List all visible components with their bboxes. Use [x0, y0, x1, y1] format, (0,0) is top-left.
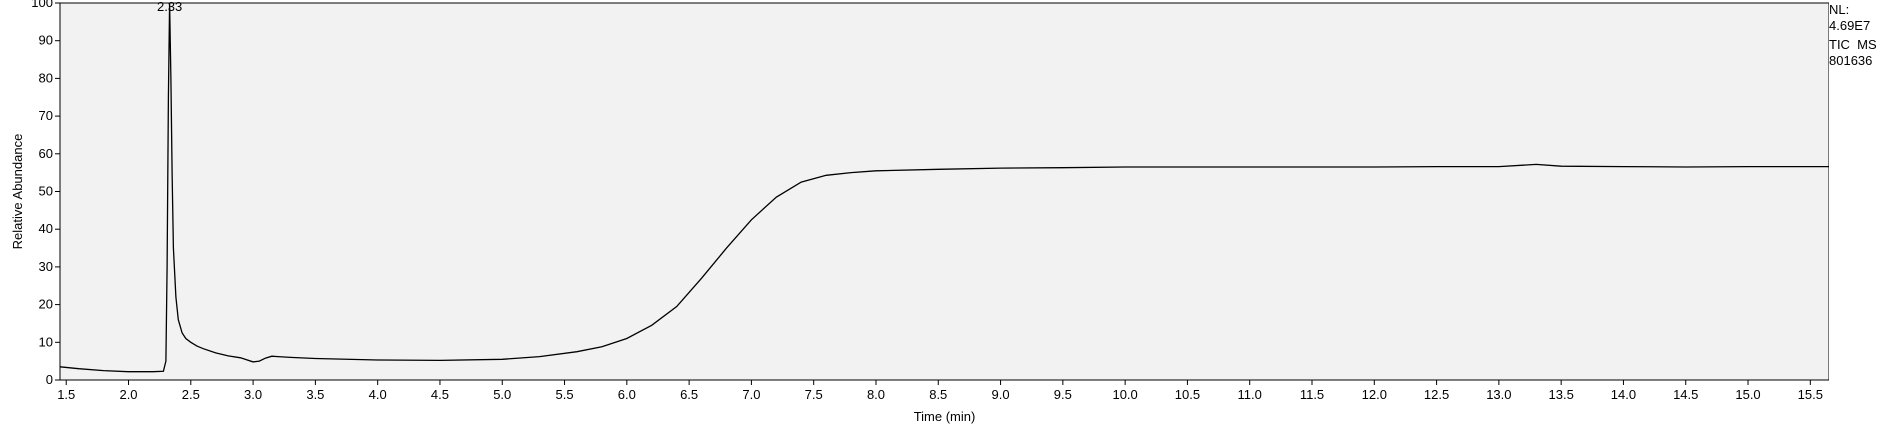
x-tick-label: 14.0: [1611, 387, 1636, 402]
y-tick-label: 50: [39, 184, 53, 199]
x-tick-label: 5.0: [493, 387, 511, 402]
x-tick-label: 4.5: [431, 387, 449, 402]
y-tick-label: 90: [39, 33, 53, 48]
file-name: 801636: [1829, 53, 1873, 68]
peak-label: 2.33: [157, 0, 182, 14]
tic-trace-line: [59, 2, 1829, 373]
x-tick-label: 2.0: [119, 387, 137, 402]
x-tick-label: 14.5: [1673, 387, 1698, 402]
x-tick-label: 9.0: [992, 387, 1010, 402]
x-tick-label: 8.5: [929, 387, 947, 402]
x-tick-label: 7.0: [742, 387, 760, 402]
y-axis-title: Relative Abundance: [10, 134, 25, 250]
chromatogram-chart: 0 10 20 30 40 50 60 70 80 90 100 1.5 2.0 2.5 3.0 3.5 4.…: [10, 0, 1829, 424]
x-tick-label: 15.0: [1735, 387, 1760, 402]
x-tick-label: 12.0: [1362, 387, 1387, 402]
x-tick-label: 15.5: [1798, 387, 1823, 402]
x-axis: 1.5 2.0 2.5 3.0 3.5 4.0 4.5 5.0 5.5 6.0 6.5 7.0 7.5 8…: [57, 380, 1823, 402]
x-tick-label: 3.5: [306, 387, 324, 402]
x-tick-label: 1.5: [57, 387, 75, 402]
y-tick-label: 20: [39, 297, 53, 312]
x-axis-title: Time (min): [914, 409, 976, 424]
y-tick-label: 70: [39, 108, 53, 123]
y-tick-label: 40: [39, 221, 53, 236]
x-tick-label: 11.0: [1238, 387, 1262, 402]
x-tick-label: 5.5: [555, 387, 573, 402]
x-tick-label: 7.5: [805, 387, 823, 402]
nl-label: NL:: [1829, 2, 1850, 17]
x-tick-label: 2.5: [182, 387, 200, 402]
x-tick-label: 10.0: [1112, 387, 1137, 402]
x-tick-label: 13.0: [1486, 387, 1511, 402]
x-tick-label: 11.5: [1300, 387, 1324, 402]
y-tick-label: 10: [39, 334, 53, 349]
scan-filter: TIC MS: [1829, 37, 1877, 52]
plot-area: [59, 2, 1829, 381]
x-tick-label: 9.5: [1054, 387, 1072, 402]
y-tick-label: 100: [31, 0, 53, 10]
y-tick-label: 0: [46, 372, 53, 387]
x-tick-label: 4.0: [369, 387, 387, 402]
y-tick-label: 30: [39, 259, 53, 274]
y-axis: 0 10 20 30 40 50 60 70 80 90 100: [31, 0, 60, 387]
x-tick-label: 8.0: [867, 387, 885, 402]
nl-value: 4.69E7: [1829, 18, 1871, 33]
x-tick-label: 10.5: [1175, 387, 1200, 402]
y-tick-label: 80: [39, 70, 53, 85]
x-tick-label: 6.5: [680, 387, 698, 402]
x-tick-label: 12.5: [1424, 387, 1449, 402]
x-tick-label: 13.5: [1549, 387, 1574, 402]
x-tick-label: 6.0: [618, 387, 636, 402]
x-tick-label: 3.0: [244, 387, 262, 402]
y-tick-label: 60: [39, 146, 53, 161]
